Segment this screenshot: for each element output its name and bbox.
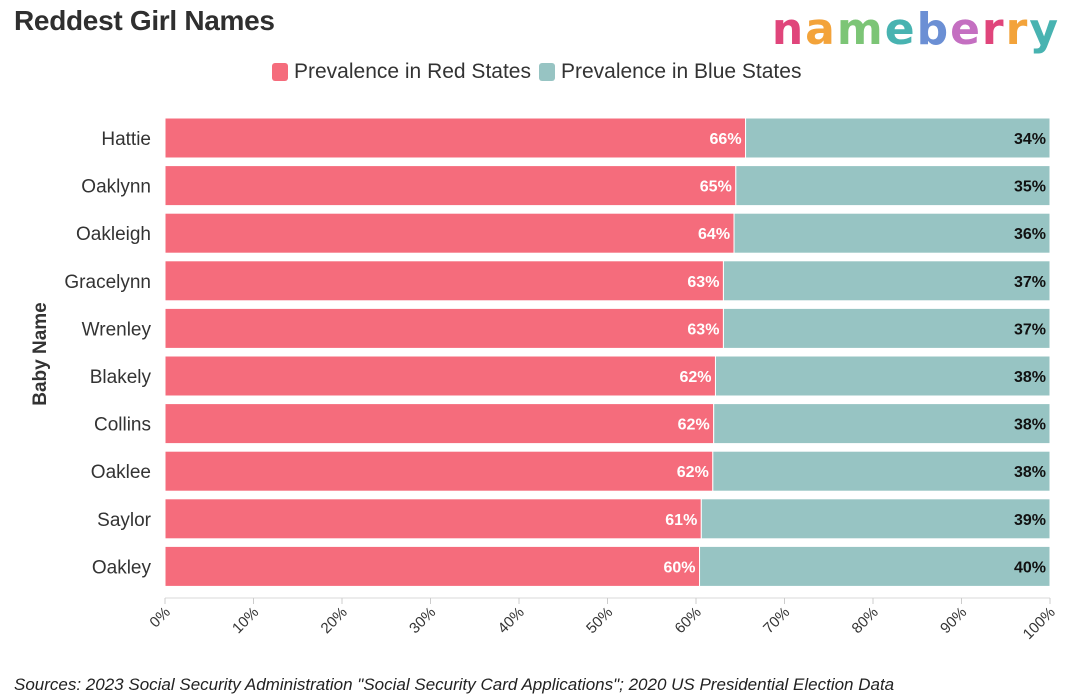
- logo-letter: e: [884, 4, 917, 55]
- category-label: Gracelynn: [64, 272, 151, 293]
- legend-label-red: Prevalence in Red States: [294, 60, 531, 83]
- category-label: Oakleigh: [76, 224, 151, 245]
- data-label-blue: 37%: [1014, 274, 1046, 291]
- data-label-red: 62%: [679, 369, 711, 386]
- x-tick-label: 10%: [229, 604, 262, 637]
- category-label: Saylor: [97, 510, 152, 531]
- bar-red: [164, 355, 716, 397]
- data-label-blue: 34%: [1014, 131, 1046, 148]
- data-label-red: 63%: [687, 274, 719, 291]
- logo-letter: e: [950, 4, 982, 55]
- x-tick-label: 70%: [760, 604, 793, 637]
- x-tick-label: 30%: [406, 604, 439, 637]
- data-label-blue: 38%: [1014, 464, 1046, 481]
- category-label: Collins: [94, 415, 151, 436]
- bar-red: [164, 545, 701, 587]
- x-tick-label: 100%: [1020, 604, 1059, 643]
- bar-blue: [713, 403, 1051, 445]
- x-tick-label: 50%: [583, 604, 616, 637]
- data-label-blue: 38%: [1014, 417, 1046, 434]
- data-label-red: 65%: [700, 179, 732, 196]
- logo-letter: n: [771, 4, 806, 55]
- logo-letter: m: [836, 4, 885, 55]
- bar-red: [164, 117, 747, 159]
- data-label-blue: 35%: [1014, 179, 1046, 196]
- legend-item-blue: Prevalence in Blue States: [538, 58, 802, 86]
- legend-swatch-blue: [538, 63, 555, 81]
- legend-swatch-red: [272, 63, 288, 81]
- data-label-blue: 38%: [1014, 369, 1046, 386]
- data-label-red: 60%: [664, 559, 696, 576]
- x-tick-label: 20%: [318, 604, 351, 637]
- data-label-blue: 39%: [1014, 512, 1046, 529]
- bar-blue: [722, 260, 1051, 302]
- legend-item-red: Prevalence in Red States: [272, 58, 531, 86]
- logo-letter: b: [916, 4, 951, 55]
- bar-blue: [699, 545, 1051, 587]
- bar-blue: [735, 165, 1051, 207]
- logo-letter: r: [1005, 4, 1030, 55]
- category-label: Oakley: [92, 557, 152, 578]
- x-tick-label: 80%: [849, 604, 882, 637]
- bar-blue: [712, 450, 1051, 492]
- data-label-red: 63%: [687, 321, 719, 338]
- data-label-red: 61%: [665, 512, 697, 529]
- legend-label-blue: Prevalence in Blue States: [560, 60, 802, 83]
- x-tick-label: 90%: [937, 604, 970, 637]
- source-note: Sources: 2023 Social Security Administra…: [14, 675, 895, 694]
- bar-blue: [714, 355, 1051, 397]
- bar-red: [164, 212, 735, 254]
- bar-blue: [745, 117, 1051, 159]
- category-label: Hattie: [101, 129, 151, 150]
- nameberry-logo: nameberry: [772, 0, 1060, 60]
- bar-blue: [722, 307, 1051, 349]
- chart-title: Reddest Girl Names: [14, 5, 275, 36]
- x-tick-label: 40%: [495, 604, 528, 637]
- data-label-red: 64%: [698, 226, 730, 243]
- bar-red: [164, 498, 702, 540]
- logo-letter: a: [805, 4, 837, 55]
- bar-blue: [700, 498, 1051, 540]
- data-label-red: 66%: [710, 131, 742, 148]
- data-label-blue: 37%: [1014, 321, 1046, 338]
- data-label-blue: 40%: [1014, 559, 1046, 576]
- category-label: Wrenley: [82, 319, 152, 340]
- logo-letter: y: [1029, 4, 1060, 55]
- x-tick-label: 60%: [672, 604, 705, 637]
- bar-red: [164, 403, 715, 445]
- bar-red: [164, 165, 737, 207]
- bar-red: [164, 260, 724, 302]
- data-label-blue: 36%: [1014, 226, 1046, 243]
- x-tick-label: 0%: [146, 604, 173, 631]
- bar-red: [164, 307, 724, 349]
- bar-red: [164, 450, 714, 492]
- legend: Prevalence in Red States Prevalence in B…: [272, 58, 809, 86]
- category-label: Oaklee: [91, 462, 151, 483]
- data-label-red: 62%: [677, 464, 709, 481]
- category-label: Blakely: [90, 367, 152, 388]
- y-axis-label: Baby Name: [30, 302, 51, 406]
- data-label-red: 62%: [678, 417, 710, 434]
- logo-letter: r: [981, 4, 1006, 55]
- stacked-bar-chart: Baby Name Hattie 66% 34% Oaklynn 65% 35% Oaklei…: [30, 117, 1059, 643]
- category-label: Oaklynn: [81, 177, 151, 198]
- bar-blue: [733, 212, 1051, 254]
